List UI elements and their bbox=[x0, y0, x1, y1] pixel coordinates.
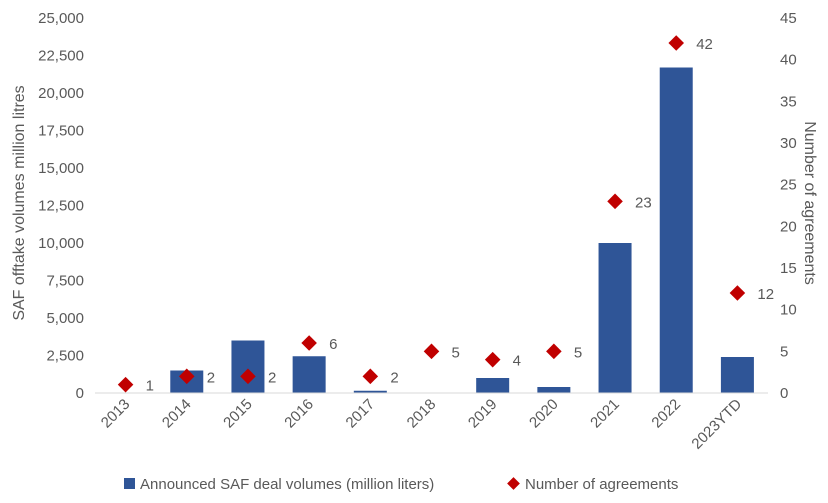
point bbox=[668, 35, 685, 51]
bar bbox=[659, 67, 693, 393]
y2-tick-label: 25 bbox=[780, 177, 797, 194]
x-tick-label: 2022 bbox=[648, 396, 684, 432]
point bbox=[484, 351, 501, 368]
x-tick-labels: 2013 2014 2015 2016 2017 2018 2019 2020 2021 2022… bbox=[98, 396, 746, 453]
y-tick-label: 2,500 bbox=[46, 348, 84, 365]
y-tick-label: 20,000 bbox=[38, 85, 84, 102]
y2-axis-title: Number of agreements bbox=[801, 121, 818, 285]
point-label: 2 bbox=[207, 369, 215, 386]
y2-tick-label: 35 bbox=[780, 93, 797, 110]
y2-tick-label: 10 bbox=[780, 302, 797, 319]
point-label: 42 bbox=[696, 36, 713, 53]
bar bbox=[353, 390, 387, 393]
points-layer bbox=[117, 35, 746, 393]
point bbox=[362, 368, 379, 385]
bar bbox=[292, 356, 326, 393]
legend-swatch-bar bbox=[124, 478, 135, 489]
y2-tick-label: 40 bbox=[780, 52, 797, 69]
y-axis-right: 0 5 10 15 20 25 30 35 40 45 bbox=[780, 10, 797, 402]
x-tick-label: 2014 bbox=[159, 396, 195, 432]
legend: Announced SAF deal volumes (million lite… bbox=[124, 476, 678, 493]
point bbox=[178, 368, 195, 385]
y-tick-label: 25,000 bbox=[38, 10, 84, 27]
point bbox=[546, 343, 562, 360]
y2-tick-label: 0 bbox=[780, 385, 788, 402]
x-tick-label: 2021 bbox=[587, 396, 623, 432]
y2-tick-label: 30 bbox=[780, 135, 797, 152]
y-tick-label: 7,500 bbox=[46, 273, 84, 290]
legend-label-point: Number of agreements bbox=[525, 476, 678, 493]
bar bbox=[537, 387, 571, 393]
point-label: 12 bbox=[757, 286, 774, 303]
bar bbox=[231, 340, 265, 393]
x-tick-label: 2017 bbox=[343, 396, 379, 432]
y-axis-title: SAF offtake volumes million litres bbox=[11, 85, 28, 320]
point bbox=[607, 193, 623, 210]
y-tick-label: 12,500 bbox=[38, 198, 84, 215]
y2-tick-label: 20 bbox=[780, 218, 797, 235]
x-tick-label: 2018 bbox=[404, 396, 440, 432]
y-tick-label: 15,000 bbox=[38, 160, 84, 177]
point-label: 2 bbox=[390, 369, 398, 386]
y-tick-label: 5,000 bbox=[46, 310, 84, 327]
point-label: 4 bbox=[513, 353, 521, 370]
x-tick-label: 2016 bbox=[281, 396, 317, 432]
bar bbox=[598, 243, 632, 393]
x-tick-label: 2019 bbox=[465, 396, 501, 432]
legend-swatch-diamond bbox=[507, 477, 520, 490]
y-tick-label: 10,000 bbox=[38, 235, 84, 252]
point-label: 1 bbox=[146, 378, 154, 395]
y-tick-label: 0 bbox=[76, 385, 84, 402]
x-tick-label: 2020 bbox=[526, 396, 562, 432]
point bbox=[729, 285, 746, 301]
point-label: 5 bbox=[574, 344, 582, 361]
point bbox=[301, 335, 317, 351]
bars-layer bbox=[170, 67, 754, 393]
y-tick-label: 17,500 bbox=[38, 123, 84, 140]
y2-tick-label: 45 bbox=[780, 10, 797, 27]
y-tick-label: 22,500 bbox=[38, 48, 84, 65]
point bbox=[423, 343, 440, 360]
legend-label-bar: Announced SAF deal volumes (million lite… bbox=[140, 476, 434, 493]
bar bbox=[720, 357, 754, 393]
point bbox=[240, 368, 256, 385]
x-tick-label: 2023YTD bbox=[688, 396, 745, 453]
y2-tick-label: 15 bbox=[780, 260, 797, 277]
point-label: 5 bbox=[452, 344, 460, 361]
y2-tick-label: 5 bbox=[780, 343, 788, 360]
point-label: 2 bbox=[268, 369, 276, 386]
point-label: 6 bbox=[329, 336, 337, 353]
point bbox=[117, 376, 134, 393]
point-label: 23 bbox=[635, 194, 652, 211]
x-tick-label: 2015 bbox=[220, 396, 256, 432]
bar bbox=[476, 378, 510, 393]
x-tick-label: 2013 bbox=[98, 396, 134, 432]
y-axis-left: 0 2,500 5,000 7,500 10,000 12,500 15,000 17,500… bbox=[38, 10, 84, 402]
